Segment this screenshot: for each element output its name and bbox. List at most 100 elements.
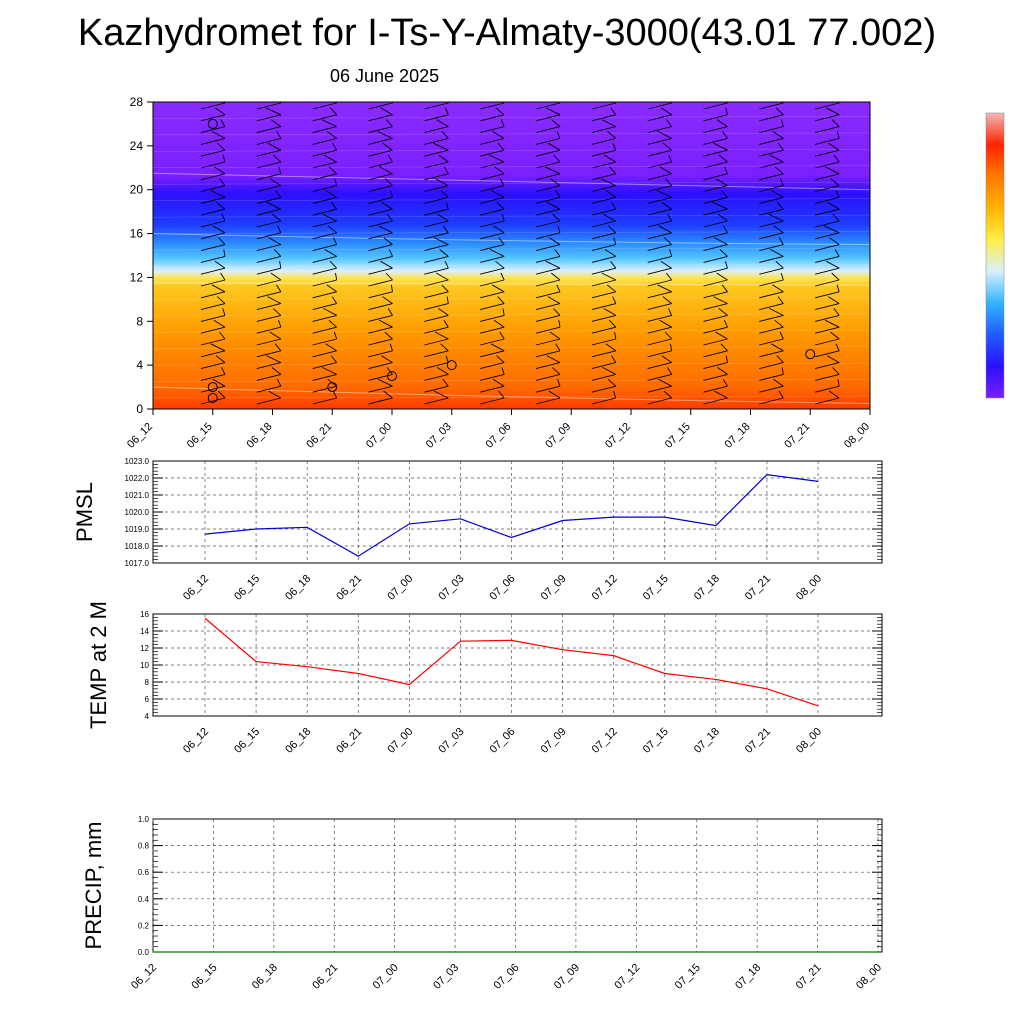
wind-barb [312, 213, 337, 228]
wind-barb-shaft [647, 137, 672, 145]
wind-barb [759, 201, 784, 216]
x-tick-label: 06_15 [232, 726, 262, 756]
wind-barb-shaft [535, 362, 561, 370]
wind-barb-shaft [591, 196, 616, 204]
wind-barb-flag [722, 225, 728, 234]
wind-barb-shaft [312, 185, 337, 193]
wind-barb-flag [656, 189, 672, 198]
wind-barb-flag [779, 178, 784, 186]
wind-barb-shaft [647, 326, 672, 334]
wind-barb-shaft [647, 362, 672, 370]
wind-barb-flag [835, 190, 840, 198]
wind-barb-shaft [815, 373, 840, 381]
cross-section-field [153, 102, 870, 409]
wind-barb-shaft [256, 255, 281, 263]
wind-barb-shaft [535, 350, 561, 358]
wind-barb [480, 343, 505, 358]
wind-barb-shaft [424, 232, 449, 240]
wind-barb-shaft [200, 126, 226, 134]
wind-barb-flag [499, 178, 505, 186]
wind-barb-flag [380, 107, 393, 116]
wind-barb-flag [377, 130, 393, 139]
wind-barb-flag [770, 249, 784, 257]
wind-barb-shaft [535, 279, 561, 287]
wind-barb-shaft [480, 126, 505, 134]
y-tick-label: 1020.0 [125, 508, 150, 517]
wind-barb-shaft [424, 350, 449, 358]
wind-barb [535, 178, 561, 193]
wind-barb-flag [213, 319, 226, 328]
wind-barb-flag [558, 320, 561, 328]
wind-barb [368, 284, 393, 299]
wind-barb-flag [776, 355, 784, 363]
wind-barb [815, 331, 840, 346]
wind-barb-shaft [703, 220, 728, 228]
wind-barb-flag [220, 272, 226, 281]
wind-barb [256, 249, 282, 263]
wind-barb-shaft [312, 326, 337, 334]
wind-barb-shaft [759, 314, 784, 322]
wind-barb [535, 213, 561, 228]
wind-barb [591, 272, 617, 287]
wind-barb-flag [324, 249, 337, 257]
wind-barb-shaft [480, 196, 505, 204]
wind-barb [480, 248, 505, 263]
wind-barb-shaft [480, 232, 505, 240]
wind-barb [424, 355, 449, 370]
wind-barb-shaft [256, 373, 281, 381]
wind-barb [312, 272, 338, 287]
wind-barb-flag [323, 154, 337, 163]
x-tick-label: 07_18 [733, 962, 763, 992]
wind-barb-shaft [312, 220, 337, 228]
wind-barb [703, 284, 728, 299]
wind-barb-flag [210, 189, 226, 198]
wind-barb-shaft [368, 126, 393, 134]
calm-marker [207, 382, 218, 393]
wind-barb-shaft [703, 267, 728, 275]
wind-barb [759, 102, 784, 110]
wind-barb-shaft [591, 303, 616, 311]
wind-barb [759, 343, 784, 358]
wind-barb-flag [488, 154, 505, 163]
wind-barb [424, 284, 449, 299]
pmsl-panel [152, 460, 883, 564]
wind-barb-flag [721, 284, 728, 293]
wind-barb [200, 131, 226, 145]
wind-barb-flag [276, 284, 282, 293]
wind-barb-flag [492, 131, 505, 139]
wind-barb-shaft [256, 114, 281, 122]
x-tick-label: 07_12 [603, 421, 633, 451]
wind-barb-flag [276, 131, 282, 139]
wind-barb [200, 331, 226, 346]
colorbar [985, 112, 1005, 399]
x-tick-label: 08_00 [794, 573, 824, 603]
wind-barb-shaft [312, 279, 337, 287]
wind-barb [703, 237, 728, 252]
wind-barb-flag [658, 378, 672, 387]
wind-barb-flag [334, 178, 338, 186]
wind-barb [424, 166, 449, 181]
wind-barb [368, 225, 393, 240]
wind-barb-shaft [368, 326, 393, 334]
wind-barb-flag [491, 284, 505, 293]
wind-barb-flag [607, 378, 617, 387]
wind-barb [424, 261, 449, 275]
wind-barb-shaft [424, 314, 449, 322]
wind-barb-flag [781, 119, 784, 127]
x-tick-label: 08_00 [794, 726, 824, 756]
wind-barb [591, 355, 617, 370]
wind-barb-shaft [480, 208, 505, 216]
wind-barb-flag [664, 331, 672, 340]
wind-barb [312, 296, 338, 311]
wind-barb-shaft [368, 196, 393, 204]
wind-barb [368, 166, 393, 181]
wind-barb-flag [781, 367, 784, 375]
wind-barb [703, 131, 728, 145]
wind-barb-shaft [591, 385, 616, 393]
wind-barb-shaft [535, 314, 561, 322]
y-tick-label: 16 [130, 227, 144, 241]
wind-barb [647, 319, 672, 334]
wind-barb-shaft [647, 385, 672, 393]
wind-barb [815, 355, 840, 370]
wind-barb [368, 331, 393, 346]
